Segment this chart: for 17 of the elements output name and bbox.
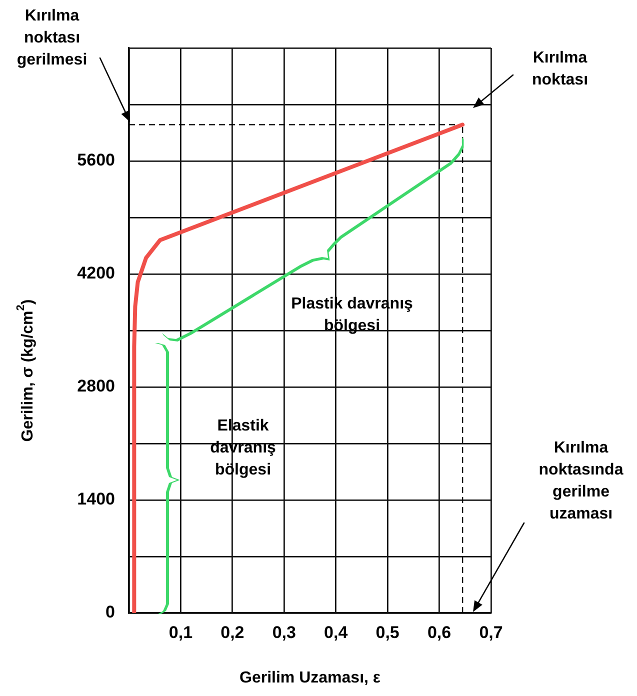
x-tick-label: 0,7 <box>479 622 503 642</box>
y-tick-label: 0 <box>106 602 115 622</box>
x-tick-label: 0,1 <box>168 622 193 642</box>
text: Kırılma noktası gerilmesi <box>16 7 88 68</box>
x-tick-label: 0,2 <box>220 622 244 642</box>
y-tick-label: 2800 <box>77 376 115 396</box>
x-tick-label: 0,6 <box>427 622 452 642</box>
x-axis-title: Gerilim Uzaması, ε <box>240 669 381 686</box>
y-tick-label: 1400 <box>77 490 115 509</box>
y-axis-title: Gerilim, σ (kg/cm2) <box>15 299 36 442</box>
x-tick-label: 0,4 <box>324 622 348 642</box>
x-tick-label: 0,3 <box>272 622 296 642</box>
y-tick-label: 5600 <box>77 150 115 170</box>
x-tick-label: 0,5 <box>376 622 400 642</box>
y-tick-label: 4200 <box>77 264 115 283</box>
text: Kırılma noktasında gerilme uzaması <box>538 439 624 522</box>
text: Kırılma noktası <box>532 49 588 88</box>
